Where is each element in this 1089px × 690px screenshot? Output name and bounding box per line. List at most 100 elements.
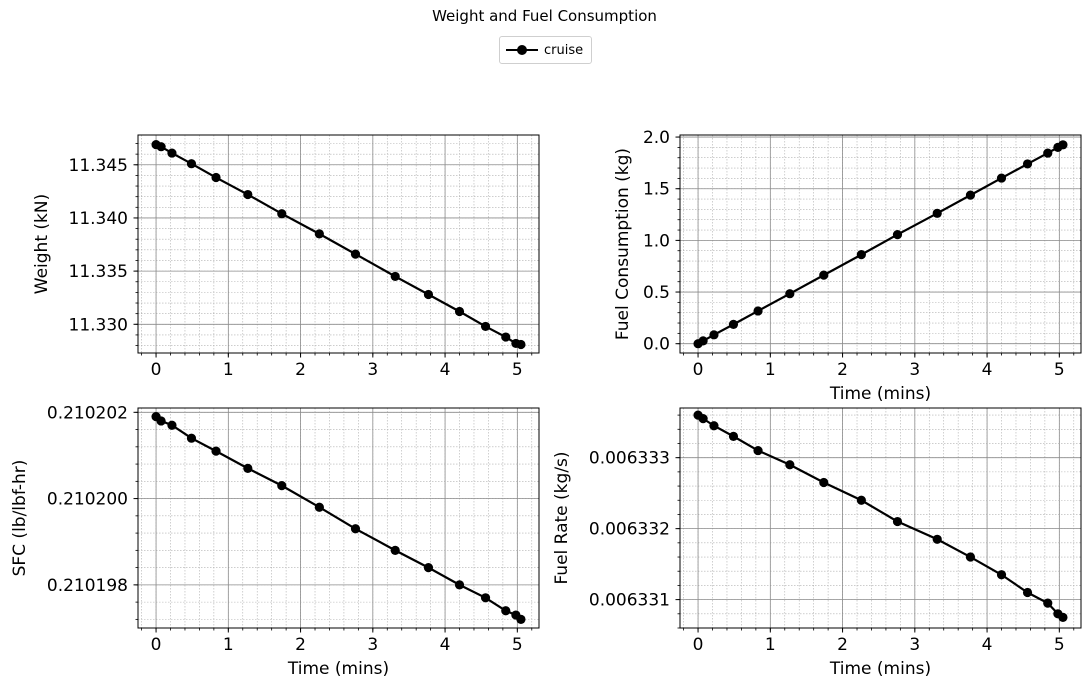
y-axis-label: Weight (kN) <box>32 194 52 294</box>
data-point <box>932 534 942 544</box>
legend: cruise <box>499 36 593 64</box>
data-point <box>454 306 465 317</box>
y-tick-label: 11.335 <box>69 262 128 282</box>
x-tick-label: 2 <box>295 635 306 655</box>
data-point <box>277 481 287 491</box>
data-point <box>423 563 434 573</box>
data-point <box>728 319 739 329</box>
data-point <box>167 148 177 158</box>
x-tick-label: 5 <box>1054 360 1065 380</box>
x-tick-label: 3 <box>367 635 378 655</box>
y-tick-label: 0.006333 <box>589 449 670 469</box>
data-point <box>709 421 719 431</box>
x-axis-label: Time (mins) <box>287 659 389 679</box>
data-point <box>753 306 763 316</box>
x-tick-label: 0 <box>693 360 704 380</box>
y-axis-label: Fuel Consumption (kg) <box>613 148 633 340</box>
data-point <box>480 321 491 332</box>
axes-frame <box>679 134 1082 354</box>
data-point <box>996 570 1007 580</box>
data-point <box>480 593 491 603</box>
legend-label: cruise <box>544 42 584 58</box>
data-point <box>785 289 795 299</box>
legend-line-marker-icon <box>506 43 538 57</box>
data-point <box>390 271 400 282</box>
figure-title: Weight and Fuel Consumption <box>432 7 657 25</box>
data-point <box>501 332 511 342</box>
data-point <box>277 209 287 219</box>
x-tick-label: 1 <box>223 360 234 380</box>
data-point <box>454 580 465 590</box>
y-axis-label: SFC (lb/lbf-hr) <box>10 460 30 577</box>
data-point <box>728 431 739 441</box>
data-point <box>243 189 253 200</box>
x-tick-label: 5 <box>512 635 523 655</box>
axes-frame <box>137 407 540 629</box>
y-tick-label: 0.210200 <box>47 490 128 510</box>
x-tick-label: 2 <box>295 360 306 380</box>
data-point <box>698 336 708 346</box>
data-point <box>1022 587 1033 598</box>
data-point <box>314 502 324 512</box>
x-tick-label: 4 <box>440 635 451 655</box>
y-tick-label: 1.5 <box>643 180 670 200</box>
y-tick-label: 11.330 <box>69 315 128 335</box>
x-tick-label: 0 <box>693 635 704 655</box>
x-axis-label: Time (mins) <box>829 384 931 404</box>
y-tick-label: 0.006331 <box>589 591 670 611</box>
data-point <box>501 606 511 616</box>
x-tick-label: 2 <box>837 360 848 380</box>
data-point <box>516 339 526 350</box>
data-point <box>1043 598 1053 608</box>
series-line-cruise <box>697 143 1064 345</box>
data-point <box>965 190 976 200</box>
data-point <box>892 229 903 240</box>
y-tick-label: 2.0 <box>643 128 670 148</box>
x-tick-label: 4 <box>440 360 451 380</box>
data-point <box>350 524 361 534</box>
y-tick-label: 0.5 <box>643 283 670 303</box>
x-tick-label: 1 <box>765 360 776 380</box>
y-tick-label: 1.0 <box>643 231 670 251</box>
y-tick-label: 0.210198 <box>47 576 128 596</box>
axes-frame <box>679 407 1082 629</box>
data-point <box>856 250 866 260</box>
axes-frame <box>137 134 540 354</box>
x-tick-label: 3 <box>367 360 378 380</box>
x-tick-label: 1 <box>223 635 234 655</box>
data-point <box>211 172 221 183</box>
data-point <box>785 460 795 470</box>
x-tick-label: 4 <box>982 635 993 655</box>
series-line-cruise <box>155 143 522 346</box>
data-point <box>932 208 942 218</box>
x-tick-label: 2 <box>837 635 848 655</box>
x-tick-label: 1 <box>765 635 776 655</box>
x-tick-label: 4 <box>982 360 993 380</box>
data-point <box>423 289 434 300</box>
data-point <box>186 159 197 169</box>
data-point <box>856 495 866 505</box>
data-point <box>753 445 763 456</box>
y-tick-label: 0.0 <box>643 335 670 355</box>
data-point <box>698 414 708 424</box>
x-tick-label: 3 <box>909 635 920 655</box>
data-point <box>1022 159 1033 169</box>
y-tick-label: 11.340 <box>69 209 128 229</box>
y-tick-label: 11.345 <box>69 156 128 176</box>
x-tick-label: 3 <box>909 360 920 380</box>
data-point <box>516 614 526 624</box>
x-tick-label: 0 <box>151 635 162 655</box>
data-point <box>996 173 1007 183</box>
subplot-weight: 0 1 2 3 4 5 11.330 11.335 11.340 11.345 Weight (kN… <box>32 134 540 380</box>
data-point <box>314 229 324 239</box>
x-tick-label: 0 <box>151 360 162 380</box>
data-point <box>709 330 719 340</box>
subplot-fuel-consumption: 0 1 2 3 4 5 0.0 0.5 1.0 1.5 2.0 Fuel Consumption (k… <box>613 128 1082 404</box>
data-point <box>211 446 221 456</box>
data-point <box>1058 612 1068 622</box>
data-point <box>156 142 166 152</box>
subplot-sfc: 0 1 2 3 4 5 0.210198 0.210200 0.210202 SFC (lb/lb… <box>10 403 540 679</box>
data-point <box>186 433 197 443</box>
series-line-cruise <box>697 414 1064 619</box>
